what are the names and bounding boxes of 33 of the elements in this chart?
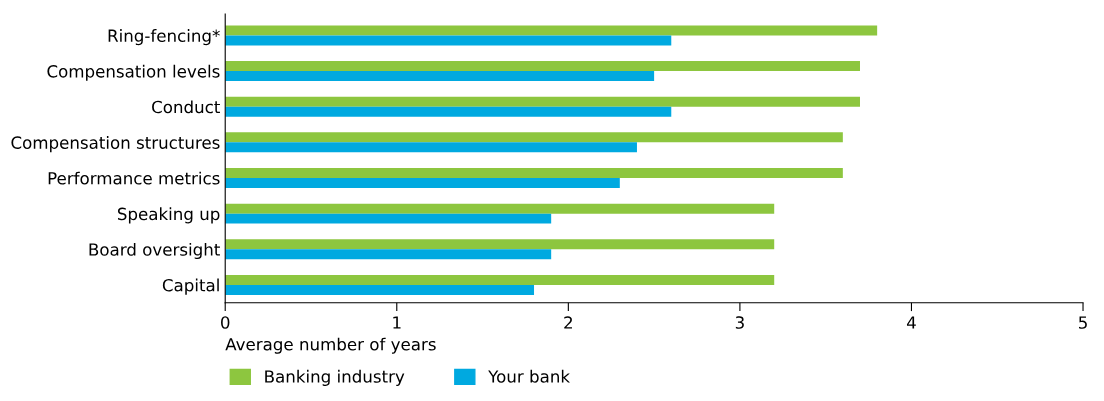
legend-label: Your bank bbox=[488, 369, 570, 383]
y-tick-label: Compensation structures bbox=[11, 136, 220, 153]
y-tick-label: Board oversight bbox=[89, 242, 220, 260]
x-tick-label: 2 bbox=[564, 316, 572, 329]
y-tick-label: Performance metrics bbox=[48, 171, 220, 185]
x-tick-label: 0 bbox=[221, 316, 230, 329]
y-tick-label: Ring-fencing* bbox=[108, 29, 220, 46]
bar bbox=[225, 132, 843, 143]
bar bbox=[225, 96, 860, 107]
y-tick-label: Capital bbox=[162, 278, 219, 295]
bar bbox=[225, 106, 672, 117]
bar bbox=[225, 249, 552, 260]
x-tick-label: 5 bbox=[1079, 316, 1087, 329]
y-tick-label: Speaking up bbox=[117, 207, 220, 224]
x-tick-label: 4 bbox=[906, 316, 916, 329]
bar bbox=[225, 239, 775, 250]
bar bbox=[225, 71, 655, 82]
x-tick-label: 3 bbox=[735, 316, 744, 329]
x-axis-title: Average number of years bbox=[225, 337, 436, 354]
bar bbox=[225, 178, 620, 188]
legend-label: Banking industry bbox=[265, 369, 405, 386]
bar bbox=[225, 25, 878, 36]
bar bbox=[225, 142, 637, 153]
bar bbox=[225, 61, 860, 72]
x-tick-label: 1 bbox=[393, 316, 401, 329]
y-tick-label: Compensation levels bbox=[47, 64, 220, 81]
bar bbox=[225, 35, 672, 46]
bar bbox=[225, 168, 843, 178]
bar bbox=[225, 284, 535, 295]
bar bbox=[225, 274, 775, 285]
bar bbox=[225, 213, 552, 224]
bar bbox=[225, 203, 775, 214]
y-tick-label: Conduct bbox=[152, 100, 220, 114]
